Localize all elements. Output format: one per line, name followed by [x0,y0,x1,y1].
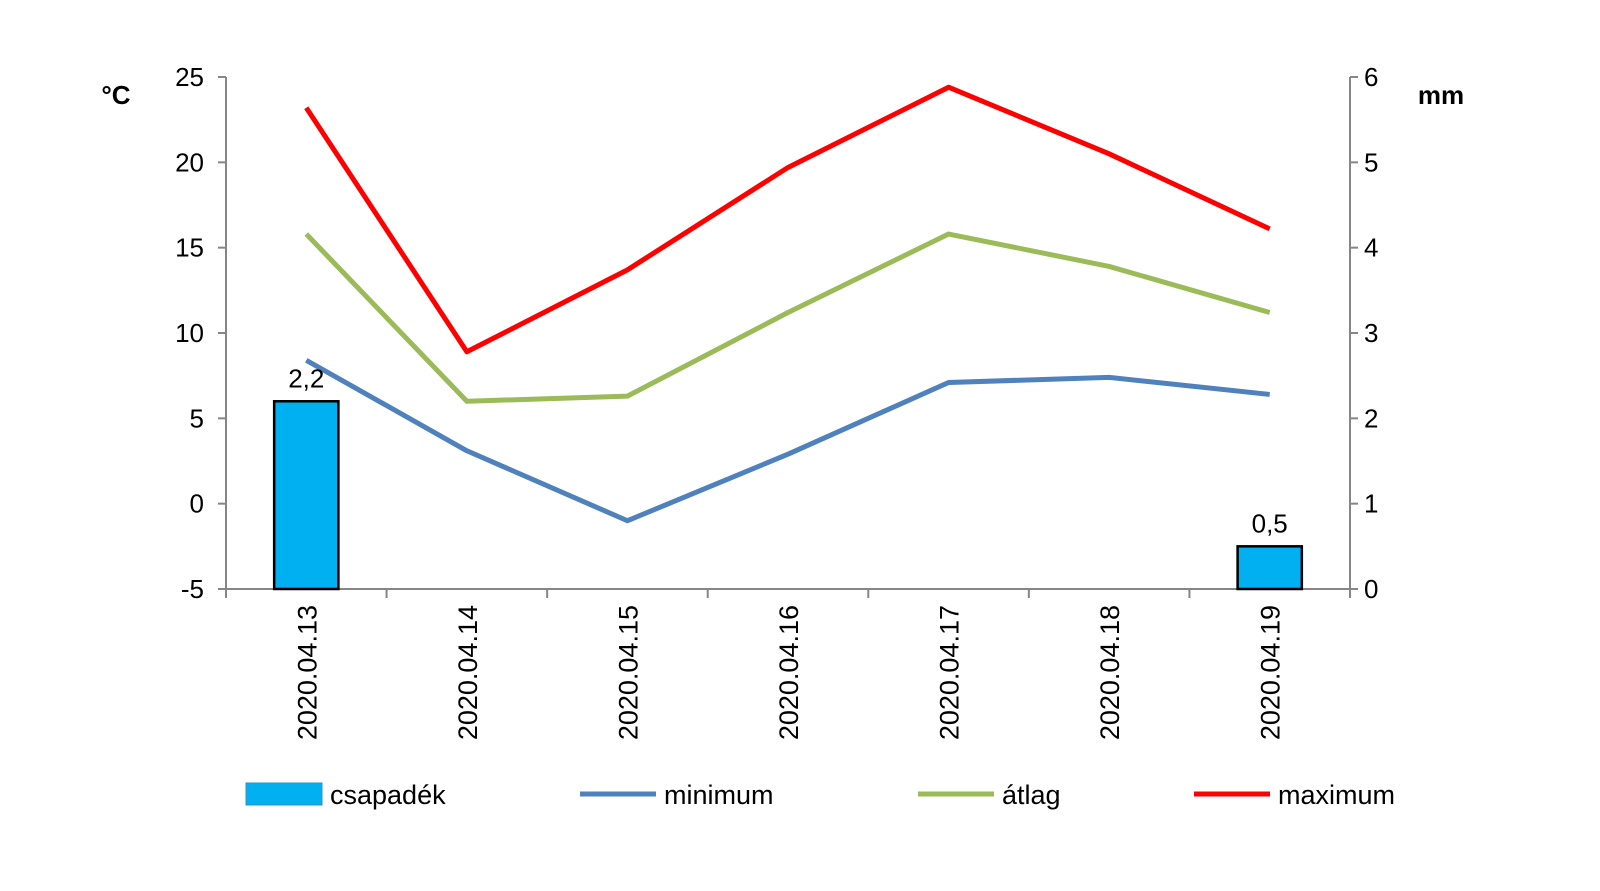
right-axis-tick-label: 4 [1364,233,1378,263]
right-axis-tick-label: 6 [1364,62,1378,92]
x-axis-category-label: 2020.04.13 [292,605,322,740]
left-axis-tick-label: 15 [175,233,204,263]
right-axis-tick-label: 1 [1364,489,1378,519]
legend: csapadék minimum átlag maximum [245,780,1395,810]
series-line-maximum [304,84,1271,355]
left-axis-tick-label: -5 [181,574,204,604]
left-axis-tick-label: 5 [190,403,204,433]
x-axis-category-label: 2020.04.16 [774,605,804,740]
x-axis-category-label: 2020.04.15 [613,605,643,740]
legend-swatch [245,782,323,806]
right-axis-tick-label: 2 [1364,403,1378,433]
legend-label: csapadék [330,780,446,810]
legend-label: maximum [1278,780,1395,810]
bar-data-label: 2,2 [288,363,324,393]
precipitation-bar [272,400,340,591]
series-line-átlag [304,231,1271,404]
left-axis-tick-label: 0 [190,489,204,519]
x-axis-category-label: 2020.04.18 [1095,605,1125,740]
right-axis-tick-label: 3 [1364,318,1378,348]
x-axis-category-label: 2020.04.17 [935,605,965,740]
x-axis-category-label: 2020.04.14 [453,605,483,740]
right-axis-unit: mm [1418,80,1464,110]
bar-data-label: 0,5 [1252,508,1288,538]
precipitation-bar [1236,545,1304,591]
right-axis-tick-label: 5 [1364,147,1378,177]
bars [272,400,1304,591]
series-line-minimum [305,358,1270,524]
left-axis-tick-label: 20 [175,147,204,177]
left-axis-tick-label: 10 [175,318,204,348]
legend-label: minimum [664,780,774,810]
legend-label: átlag [1002,780,1061,810]
x-axis-category-label: 2020.04.19 [1256,605,1286,740]
right-axis-tick-label: 0 [1364,574,1378,604]
axes: -5 0 5 10 15 20 25 0 1 2 3 4 5 6 2020.04.13 2020.04.14 2… [175,62,1378,740]
left-axis-tick-label: 25 [175,62,204,92]
left-axis-unit: °C [101,80,130,110]
data-labels: 2,2 0,5 [288,363,1288,538]
lines [304,84,1271,524]
